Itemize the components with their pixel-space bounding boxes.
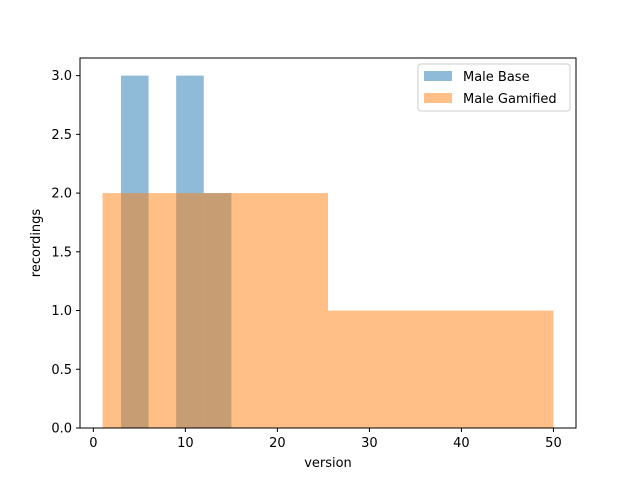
bars-layer (102, 75, 554, 429)
x-axis-ticks: 0 10 20 30 40 50 (89, 428, 562, 451)
y-tick-label: 0.5 (51, 363, 72, 378)
legend: Male Base Male Gamified (417, 63, 571, 112)
plot-frame (79, 57, 577, 429)
x-tick-label: 0 (89, 436, 97, 451)
x-axis-label: version (304, 456, 352, 471)
legend-label: Male Gamified (463, 92, 557, 107)
histogram-bar (102, 193, 328, 428)
y-tick-label: 0.0 (51, 422, 72, 437)
y-tick-label: 2.5 (51, 128, 72, 143)
y-tick-label: 1.5 (51, 245, 72, 260)
axes-frame (79, 57, 577, 429)
histogram-bar (328, 310, 554, 428)
legend-label: Male Base (463, 70, 530, 85)
legend-box (417, 63, 571, 112)
x-tick-label: 30 (361, 436, 378, 451)
legend-swatch (424, 93, 452, 103)
y-tick-label: 1.0 (51, 304, 72, 319)
x-tick-label: 40 (453, 436, 470, 451)
x-tick-label: 50 (545, 436, 562, 451)
legend-swatch (424, 71, 452, 81)
y-axis-ticks: 0.0 0.5 1.0 1.5 2.0 2.5 3.0 (51, 69, 80, 437)
y-axis-label: recordings (29, 209, 44, 278)
x-tick-label: 10 (177, 436, 194, 451)
y-tick-label: 3.0 (51, 69, 72, 84)
y-tick-label: 2.0 (51, 187, 72, 202)
x-tick-label: 20 (269, 436, 286, 451)
